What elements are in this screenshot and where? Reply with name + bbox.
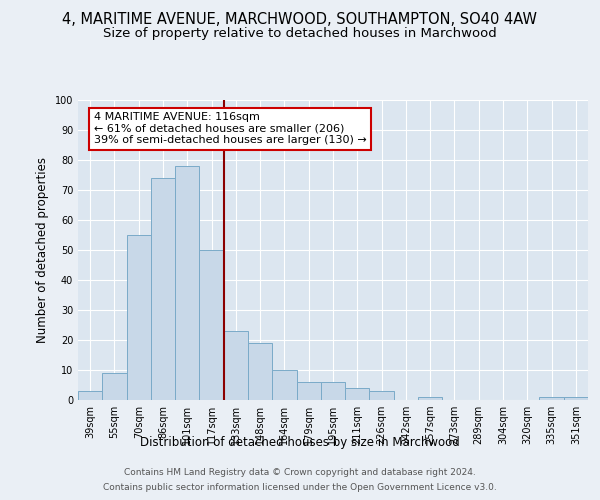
Bar: [345, 388, 370, 400]
Bar: [199, 250, 224, 400]
Bar: [224, 331, 248, 400]
Y-axis label: Number of detached properties: Number of detached properties: [36, 157, 49, 343]
Text: Contains HM Land Registry data © Crown copyright and database right 2024.: Contains HM Land Registry data © Crown c…: [124, 468, 476, 477]
Bar: [321, 382, 345, 400]
Text: Size of property relative to detached houses in Marchwood: Size of property relative to detached ho…: [103, 28, 497, 40]
Bar: [78, 391, 102, 400]
Text: Distribution of detached houses by size in Marchwood: Distribution of detached houses by size …: [140, 436, 460, 449]
Text: Contains public sector information licensed under the Open Government Licence v3: Contains public sector information licen…: [103, 483, 497, 492]
Bar: [418, 397, 442, 400]
Bar: [248, 343, 272, 400]
Bar: [296, 382, 321, 400]
Bar: [127, 235, 151, 400]
Bar: [564, 397, 588, 400]
Bar: [272, 370, 296, 400]
Text: 4, MARITIME AVENUE, MARCHWOOD, SOUTHAMPTON, SO40 4AW: 4, MARITIME AVENUE, MARCHWOOD, SOUTHAMPT…: [62, 12, 538, 28]
Bar: [151, 178, 175, 400]
Text: 4 MARITIME AVENUE: 116sqm
← 61% of detached houses are smaller (206)
39% of semi: 4 MARITIME AVENUE: 116sqm ← 61% of detac…: [94, 112, 367, 145]
Bar: [370, 391, 394, 400]
Bar: [539, 397, 564, 400]
Bar: [175, 166, 199, 400]
Bar: [102, 373, 127, 400]
